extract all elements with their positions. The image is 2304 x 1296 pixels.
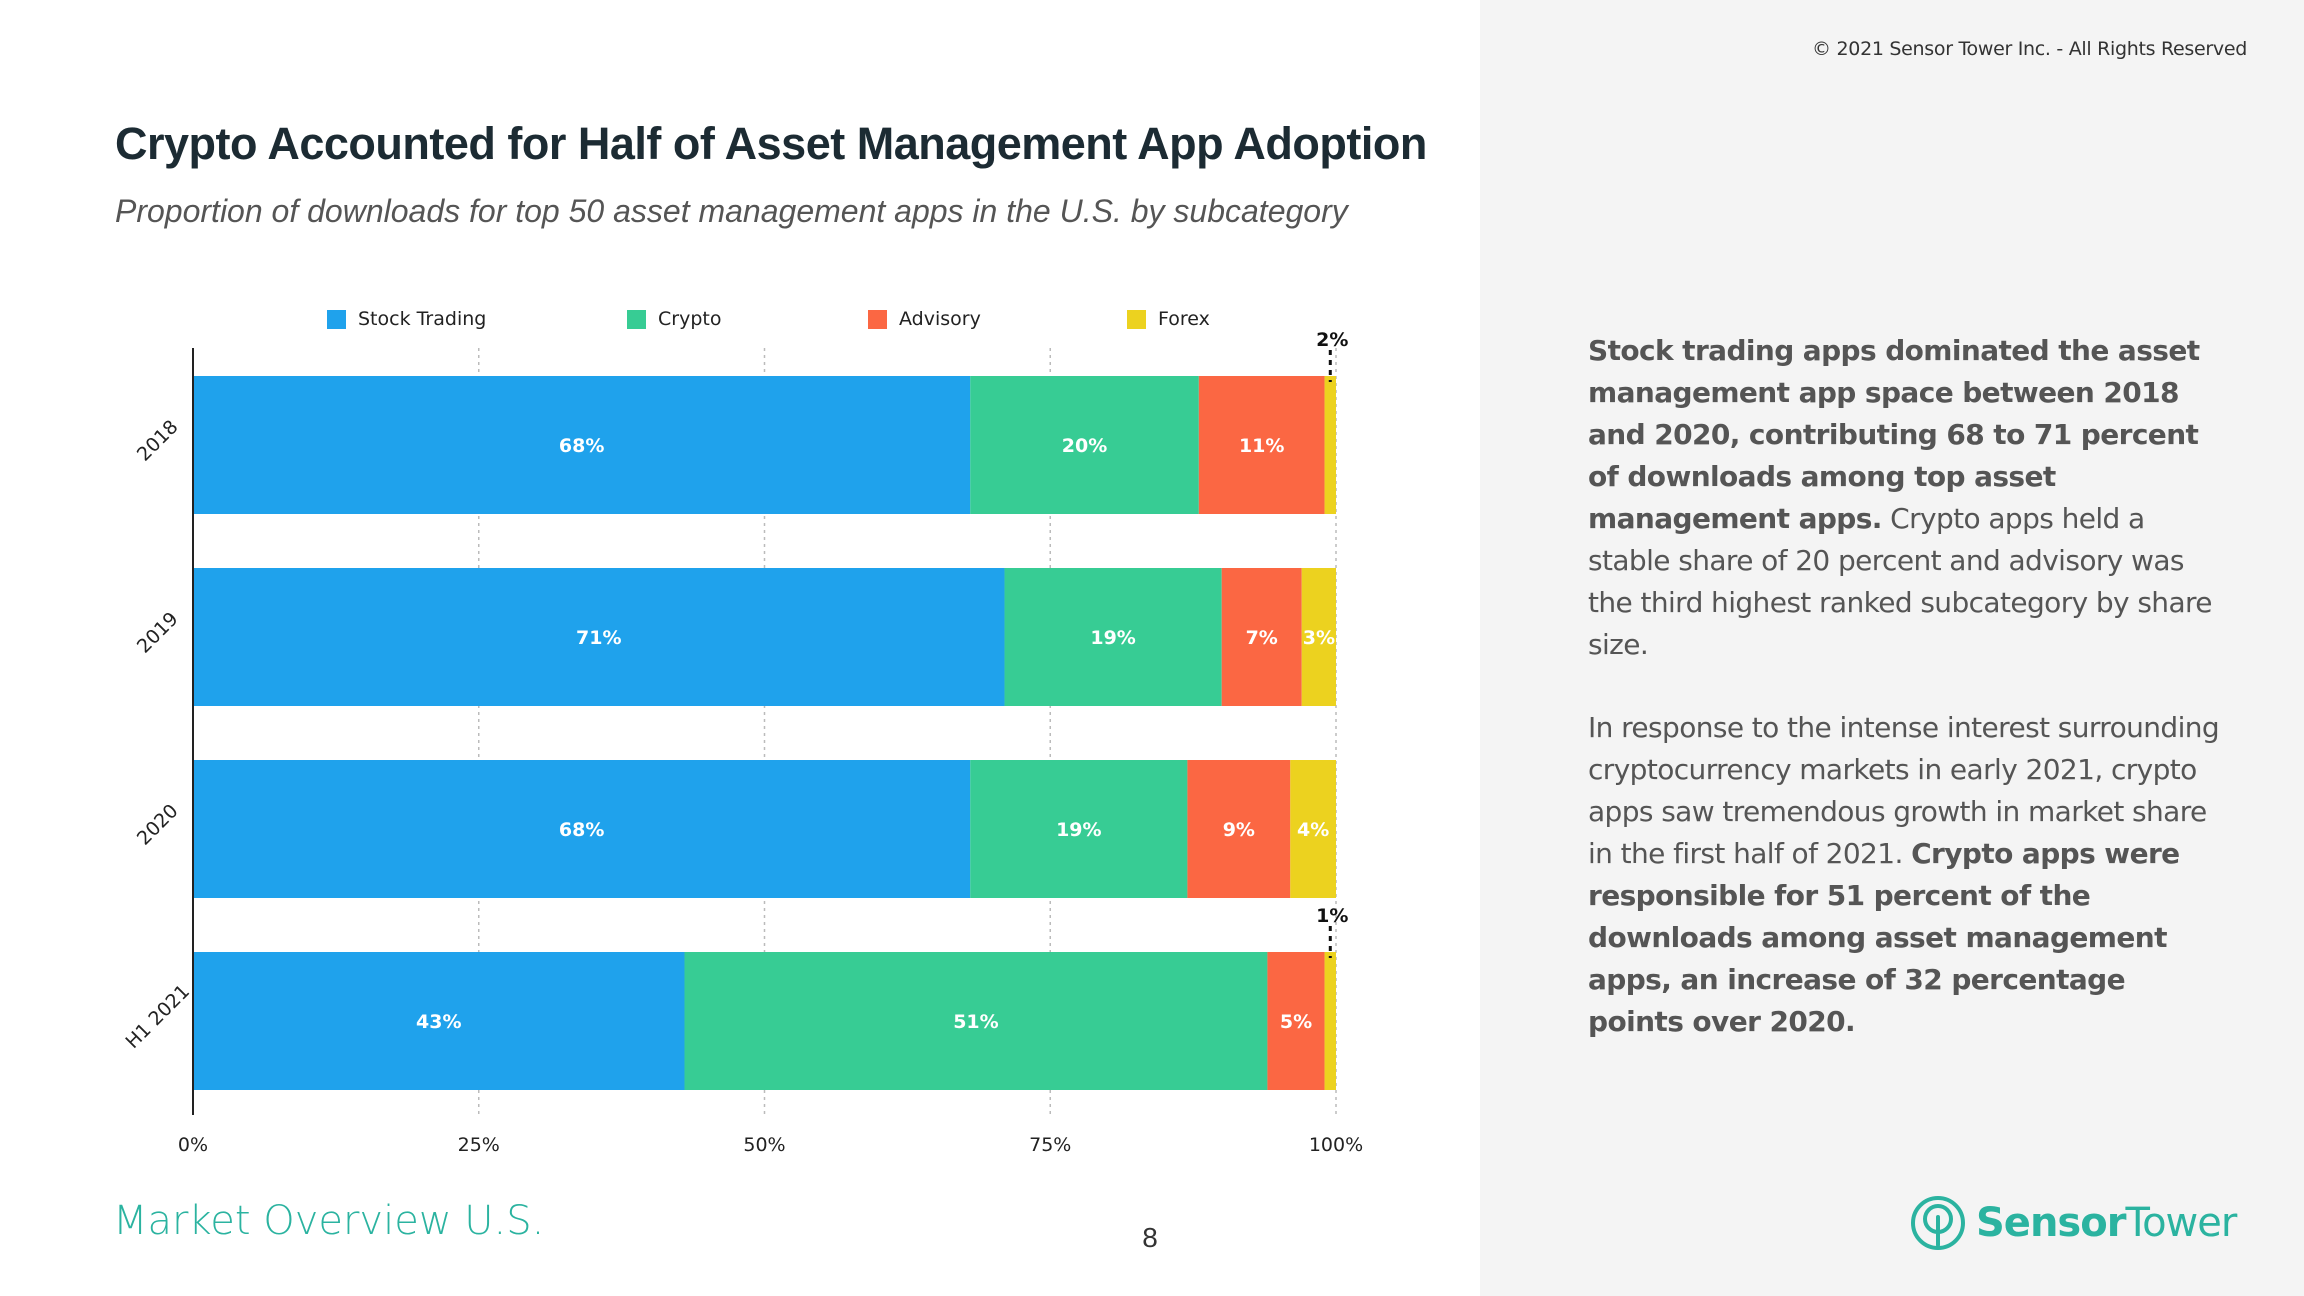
bar-advisory [1221,568,1302,706]
x-tick-label: 75% [1029,1134,1071,1156]
sidebar-paragraph-1-bold: Stock trading apps dominated the asset m… [1588,334,2200,535]
legend-swatch-stock-trading [327,309,346,329]
data-label: 51% [953,1011,998,1033]
bar-crypto [684,952,1268,1090]
bar-stock-trading [193,760,971,898]
x-tick-label: 25% [458,1134,500,1156]
legend-label: Stock Trading [358,308,487,330]
x-tick-label: 100% [1309,1134,1363,1156]
data-label: 1% [1316,905,1348,927]
bar-forex [1324,376,1336,514]
x-tick-label: 0% [178,1134,208,1156]
page-title: Crypto Accounted for Half of Asset Manag… [115,118,1427,169]
sidebar-paragraph-1-text: Crypto apps held a stable share of 20 pe… [1588,502,2213,661]
data-label: 2% [1316,329,1348,351]
page-number: 8 [1142,1222,1158,1253]
sidebar-paragraph-2-bold: Crypto apps were responsible for 51 perc… [1588,837,2180,1038]
category-label: 2018 [133,416,183,466]
bar-stock-trading [193,376,971,514]
brand-name-second: Tower [2125,1200,2237,1246]
category-label: 2019 [133,608,183,658]
data-label: 3% [1303,627,1335,649]
bar-advisory [1267,952,1325,1090]
sensor-tower-logo-icon [1911,1196,1965,1250]
stacked-bar-chart: 68% 20% 11% 2% 2018 71% 19% 7% 3% 2019 68% 19% 9% 4% 2… [121,329,1363,1156]
data-label: 5% [1280,1011,1312,1033]
data-label: 4% [1297,819,1329,841]
category-label: H1 2021 [121,980,194,1053]
section-name: Market Overview U.S. [113,1198,545,1244]
bar-stock-trading [193,568,1005,706]
brand-logo: SensorTower [1910,1193,2237,1253]
data-label: 19% [1056,819,1101,841]
legend-label: Crypto [658,308,722,330]
category-label: 2020 [133,800,183,850]
bar-crypto [970,376,1199,514]
legend-swatch-forex [1127,309,1146,329]
data-label: 19% [1090,627,1135,649]
legend-label: Forex [1158,308,1210,330]
sidebar-paragraph-1: Stock trading apps dominated the asset m… [1588,330,2228,666]
bar-crypto [1004,568,1222,706]
data-label: 11% [1239,435,1284,457]
legend-item-advisory: Advisory [868,308,981,330]
bar-crypto [970,760,1188,898]
legend-label: Advisory [899,308,981,330]
legend-swatch-crypto [627,309,646,329]
bar-forex [1324,952,1336,1090]
bar-advisory [1187,760,1291,898]
right-panel [1480,0,2304,1296]
legend-item-forex: Forex [1127,308,1210,330]
data-label: 9% [1223,819,1255,841]
data-label: 68% [559,819,604,841]
legend-swatch-advisory [868,309,887,329]
bar-forex [1290,760,1336,898]
data-label: 43% [416,1011,461,1033]
page-subtitle: Proportion of downloads for top 50 asset… [115,193,1348,229]
data-label: 20% [1062,435,1107,457]
data-label: 7% [1246,627,1278,649]
bar-advisory [1198,376,1325,514]
legend-item-stock-trading: Stock Trading [327,308,486,330]
copyright-text: © 2021 Sensor Tower Inc. - All Rights Re… [1812,38,2247,60]
sidebar-paragraph-2: In response to the intense interest surr… [1588,707,2228,1043]
chart-legend: Stock Trading Crypto Advisory Forex [327,308,1327,334]
brand-name: SensorTower [1976,1200,2237,1246]
brand-name-first: Sensor [1976,1200,2126,1246]
data-label: 68% [559,435,604,457]
legend-item-crypto: Crypto [627,308,721,330]
bar-forex [1301,568,1336,706]
x-tick-label: 50% [743,1134,785,1156]
data-label: 71% [576,627,621,649]
bar-stock-trading [193,952,685,1090]
sidebar-paragraph-2-text: In response to the intense interest surr… [1588,711,2220,870]
